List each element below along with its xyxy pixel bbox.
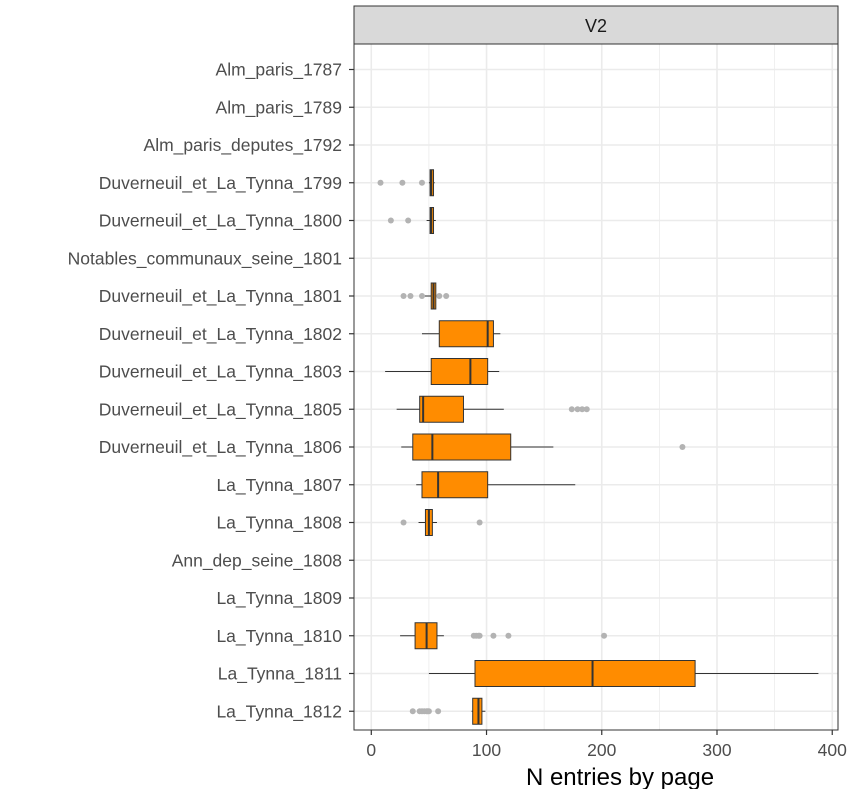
plot-panel-background — [354, 44, 838, 730]
box-group — [421, 320, 501, 348]
outlier-point — [387, 217, 394, 224]
box-group — [396, 395, 590, 423]
y-tick-label: Duverneuil_et_La_Tynna_1801 — [99, 286, 342, 307]
box-iqr — [474, 660, 696, 687]
box-iqr — [421, 471, 489, 499]
box-iqr — [430, 358, 489, 385]
outlier-point — [409, 708, 416, 715]
outlier-point — [377, 179, 384, 186]
y-tick-label: La_Tynna_1807 — [216, 475, 342, 496]
box-group — [377, 169, 435, 197]
outlier-point — [435, 708, 442, 715]
x-tick-label: 400 — [818, 740, 847, 760]
box-iqr — [412, 433, 512, 461]
outlier-point — [425, 708, 432, 715]
outlier-point — [679, 444, 686, 450]
outlier-point — [583, 406, 590, 413]
x-axis: 0 100 200 300 400 — [366, 730, 847, 760]
outlier-point — [579, 406, 586, 413]
box-iqr — [419, 395, 464, 423]
y-axis: Alm_paris_1787 Alm_paris_1789 Alm_paris_de… — [68, 60, 354, 722]
outlier-point — [400, 293, 407, 299]
x-tick-label: 200 — [587, 740, 616, 760]
facet-strip — [353, 5, 839, 45]
outlier-point — [490, 632, 497, 639]
outlier-point — [418, 293, 425, 299]
y-tick-label: Alm_paris_1789 — [216, 97, 342, 118]
box-group — [400, 509, 483, 536]
chart-marks — [377, 169, 819, 725]
y-tick-label: Duverneuil_et_La_Tynna_1800 — [99, 211, 343, 232]
y-tick-label: Duverneuil_et_La_Tynna_1805 — [99, 399, 342, 420]
box-group — [428, 660, 819, 687]
box-group — [409, 697, 486, 725]
box-group — [416, 471, 576, 499]
outlier-point — [443, 293, 450, 299]
outlier-point — [476, 632, 483, 639]
y-tick-label: Notables_communaux_seine_1801 — [68, 248, 342, 269]
y-tick-label: Ann_dep_seine_1808 — [172, 550, 342, 571]
y-tick-label: La_Tynna_1809 — [216, 588, 342, 609]
box-iqr — [472, 697, 483, 725]
box-group — [401, 433, 686, 461]
box-group — [400, 622, 608, 650]
facet-strip-label: V2 — [585, 16, 607, 36]
box-iqr — [438, 320, 494, 348]
outlier-point — [407, 293, 414, 299]
outlier-point — [405, 217, 412, 224]
outlier-point — [418, 179, 425, 186]
outlier-point — [436, 293, 443, 299]
y-tick-label: La_Tynna_1810 — [216, 626, 342, 647]
plot-panel-border — [353, 43, 839, 731]
outlier-point — [505, 632, 512, 639]
box-group — [400, 282, 450, 310]
y-tick-label: Alm_paris_deputes_1792 — [144, 135, 342, 156]
outlier-point — [574, 406, 581, 413]
y-tick-label: Duverneuil_et_La_Tynna_1802 — [99, 324, 342, 345]
box-group — [387, 207, 436, 234]
outlier-point — [568, 406, 575, 413]
y-tick-label: La_Tynna_1808 — [216, 513, 342, 534]
x-tick-label: 300 — [702, 740, 731, 760]
outlier-point — [476, 519, 483, 526]
x-axis-title: N entries by page — [526, 764, 714, 789]
y-tick-label: La_Tynna_1811 — [218, 664, 342, 685]
outlier-point — [399, 179, 406, 186]
x-tick-label: 0 — [366, 740, 376, 760]
y-tick-label: Alm_paris_1787 — [216, 60, 342, 81]
y-tick-label: La_Tynna_1812 — [216, 701, 342, 722]
outlier-point — [400, 519, 407, 526]
outlier-point — [601, 632, 608, 639]
box-group — [385, 358, 500, 385]
y-tick-label: Duverneuil_et_La_Tynna_1803 — [99, 362, 342, 383]
y-tick-label: Duverneuil_et_La_Tynna_1806 — [99, 437, 342, 458]
y-tick-label: Duverneuil_et_La_Tynna_1799 — [99, 173, 342, 194]
x-tick-label: 100 — [472, 740, 501, 760]
